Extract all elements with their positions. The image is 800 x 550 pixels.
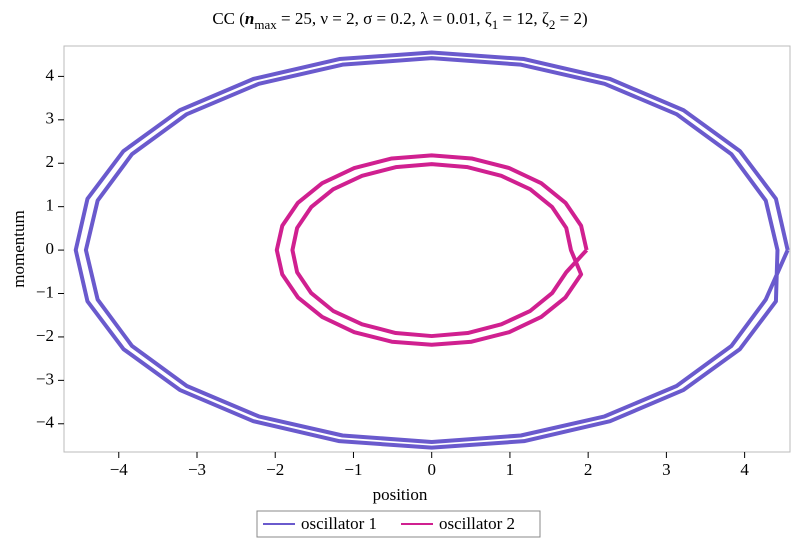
y-tick-label: −2 <box>36 326 54 345</box>
title-part: max <box>254 17 277 32</box>
title-part: CC ( <box>212 9 245 28</box>
title-part: = 2) <box>555 9 587 28</box>
title-part: = 25, ν = 2, σ = 0.2, λ = 0.01, ζ <box>277 9 492 28</box>
x-tick-label: 1 <box>506 460 515 479</box>
x-tick-label: −3 <box>188 460 206 479</box>
x-tick-label: 3 <box>662 460 671 479</box>
legend-label: oscillator 2 <box>439 514 515 533</box>
y-tick-label: 4 <box>46 65 55 84</box>
y-tick-label: 0 <box>46 239 55 258</box>
y-tick-label: 2 <box>46 152 55 171</box>
x-tick-label: −2 <box>266 460 284 479</box>
y-axis-label: momentum <box>9 210 28 287</box>
y-tick-label: 1 <box>46 196 55 215</box>
title-part: 2 <box>549 17 556 32</box>
x-tick-label: 0 <box>427 460 436 479</box>
chart-title: CC (nmax = 25, ν = 2, σ = 0.2, λ = 0.01,… <box>212 9 587 32</box>
y-tick-label: 3 <box>46 109 55 128</box>
legend <box>256 510 541 538</box>
y-tick-label: −4 <box>36 413 55 432</box>
title-part: n <box>245 9 254 28</box>
x-tick-label: −1 <box>344 460 362 479</box>
series-line <box>73 50 790 450</box>
x-axis-label: position <box>373 485 428 504</box>
x-tick-label: 2 <box>584 460 593 479</box>
legend-label: oscillator 1 <box>301 514 377 533</box>
plot-frame <box>63 45 791 453</box>
y-tick-label: −3 <box>36 369 54 388</box>
y-tick-label: −1 <box>36 282 54 301</box>
title-part: = 12, ζ <box>498 9 549 28</box>
series-line <box>274 153 589 347</box>
x-tick-label: −4 <box>110 460 129 479</box>
x-tick-label: 4 <box>740 460 749 479</box>
title-part: 1 <box>492 17 499 32</box>
